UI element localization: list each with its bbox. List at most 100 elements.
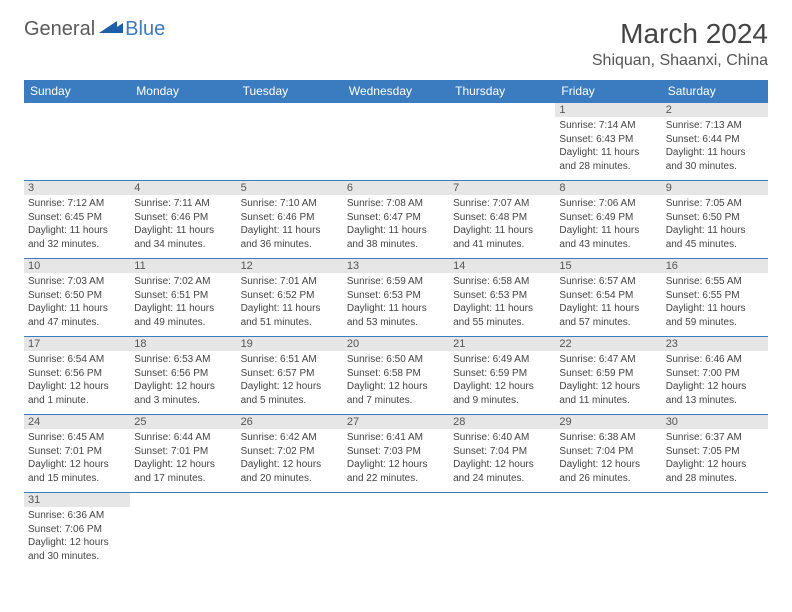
day-line: Sunrise: 6:44 AM [134,431,232,445]
day-line: Daylight: 12 hours [666,458,764,472]
day-detail: Sunrise: 6:53 AMSunset: 6:56 PMDaylight:… [130,351,236,409]
day-line: Sunrise: 6:55 AM [666,275,764,289]
day-line: and 28 minutes. [559,160,657,174]
calendar-day-cell: 15Sunrise: 6:57 AMSunset: 6:54 PMDayligh… [555,259,661,337]
calendar-table: SundayMondayTuesdayWednesdayThursdayFrid… [24,80,768,571]
calendar-day-cell [237,493,343,571]
day-detail: Sunrise: 6:47 AMSunset: 6:59 PMDaylight:… [555,351,661,409]
day-line: Sunset: 6:49 PM [559,211,657,225]
day-line: Sunset: 6:50 PM [28,289,126,303]
day-line: Sunset: 6:56 PM [28,367,126,381]
logo-flag-icon [99,19,123,40]
calendar-week-row: 24Sunrise: 6:45 AMSunset: 7:01 PMDayligh… [24,415,768,493]
day-line: Daylight: 11 hours [453,224,551,238]
day-detail: Sunrise: 6:59 AMSunset: 6:53 PMDaylight:… [343,273,449,331]
day-line: Daylight: 12 hours [134,380,232,394]
calendar-day-cell: 14Sunrise: 6:58 AMSunset: 6:53 PMDayligh… [449,259,555,337]
day-detail: Sunrise: 7:05 AMSunset: 6:50 PMDaylight:… [662,195,768,253]
day-line: Sunset: 7:04 PM [559,445,657,459]
day-detail: Sunrise: 6:49 AMSunset: 6:59 PMDaylight:… [449,351,555,409]
calendar-day-cell: 16Sunrise: 6:55 AMSunset: 6:55 PMDayligh… [662,259,768,337]
day-line: and 30 minutes. [666,160,764,174]
day-line: Sunrise: 6:45 AM [28,431,126,445]
day-line: Daylight: 11 hours [666,146,764,160]
calendar-day-cell: 13Sunrise: 6:59 AMSunset: 6:53 PMDayligh… [343,259,449,337]
day-line: Sunrise: 7:12 AM [28,197,126,211]
day-line: Daylight: 11 hours [347,302,445,316]
calendar-day-cell: 5Sunrise: 7:10 AMSunset: 6:46 PMDaylight… [237,181,343,259]
day-line: and 3 minutes. [134,394,232,408]
day-line: and 49 minutes. [134,316,232,330]
day-line: Sunset: 7:01 PM [28,445,126,459]
day-line: and 9 minutes. [453,394,551,408]
calendar-day-cell [237,103,343,181]
day-line: Daylight: 12 hours [28,380,126,394]
day-line: and 20 minutes. [241,472,339,486]
day-line: Sunrise: 6:57 AM [559,275,657,289]
calendar-day-cell: 19Sunrise: 6:51 AMSunset: 6:57 PMDayligh… [237,337,343,415]
day-line: Sunset: 6:46 PM [134,211,232,225]
day-line: and 59 minutes. [666,316,764,330]
day-number: 23 [662,337,768,351]
weekday-header: Monday [130,80,236,103]
day-line: Sunset: 6:54 PM [559,289,657,303]
weekday-header: Thursday [449,80,555,103]
day-line: Daylight: 11 hours [559,302,657,316]
day-line: Daylight: 12 hours [241,380,339,394]
calendar-day-cell: 26Sunrise: 6:42 AMSunset: 7:02 PMDayligh… [237,415,343,493]
day-line: Sunrise: 7:13 AM [666,119,764,133]
day-number: 6 [343,181,449,195]
day-line: Daylight: 12 hours [241,458,339,472]
month-title: March 2024 [592,18,768,50]
day-line: and 34 minutes. [134,238,232,252]
day-detail: Sunrise: 7:07 AMSunset: 6:48 PMDaylight:… [449,195,555,253]
day-line: Sunset: 6:45 PM [28,211,126,225]
day-number: 29 [555,415,661,429]
day-detail: Sunrise: 6:40 AMSunset: 7:04 PMDaylight:… [449,429,555,487]
weekday-header: Wednesday [343,80,449,103]
calendar-day-cell: 24Sunrise: 6:45 AMSunset: 7:01 PMDayligh… [24,415,130,493]
day-line: and 55 minutes. [453,316,551,330]
day-number: 11 [130,259,236,273]
day-line: Daylight: 12 hours [559,458,657,472]
day-line: and 22 minutes. [347,472,445,486]
page-header: General Blue March 2024 Shiquan, Shaanxi… [24,18,768,70]
day-line: and 45 minutes. [666,238,764,252]
day-line: Sunrise: 7:03 AM [28,275,126,289]
day-number: 21 [449,337,555,351]
calendar-day-cell: 18Sunrise: 6:53 AMSunset: 6:56 PMDayligh… [130,337,236,415]
day-detail: Sunrise: 6:45 AMSunset: 7:01 PMDaylight:… [24,429,130,487]
day-line: Daylight: 11 hours [347,224,445,238]
day-number: 22 [555,337,661,351]
logo-text-blue: Blue [125,18,165,41]
title-block: March 2024 Shiquan, Shaanxi, China [592,18,768,70]
calendar-day-cell [130,493,236,571]
calendar-week-row: 31Sunrise: 6:36 AMSunset: 7:06 PMDayligh… [24,493,768,571]
calendar-day-cell: 31Sunrise: 6:36 AMSunset: 7:06 PMDayligh… [24,493,130,571]
day-detail: Sunrise: 6:44 AMSunset: 7:01 PMDaylight:… [130,429,236,487]
day-detail: Sunrise: 6:55 AMSunset: 6:55 PMDaylight:… [662,273,768,331]
day-line: Sunset: 6:48 PM [453,211,551,225]
day-line: Sunset: 6:57 PM [241,367,339,381]
day-line: Daylight: 12 hours [453,380,551,394]
day-line: Sunset: 6:53 PM [453,289,551,303]
calendar-body: 1Sunrise: 7:14 AMSunset: 6:43 PMDaylight… [24,103,768,571]
day-line: Sunset: 6:43 PM [559,133,657,147]
day-line: Sunset: 6:44 PM [666,133,764,147]
day-line: and 11 minutes. [559,394,657,408]
day-line: Sunrise: 6:53 AM [134,353,232,367]
day-number: 17 [24,337,130,351]
day-line: Sunrise: 6:41 AM [347,431,445,445]
day-line: Sunset: 7:01 PM [134,445,232,459]
calendar-day-cell: 22Sunrise: 6:47 AMSunset: 6:59 PMDayligh… [555,337,661,415]
day-number: 1 [555,103,661,117]
day-line: Sunset: 7:02 PM [241,445,339,459]
calendar-day-cell: 30Sunrise: 6:37 AMSunset: 7:05 PMDayligh… [662,415,768,493]
calendar-day-cell: 4Sunrise: 7:11 AMSunset: 6:46 PMDaylight… [130,181,236,259]
calendar-day-cell: 11Sunrise: 7:02 AMSunset: 6:51 PMDayligh… [130,259,236,337]
day-line: and 43 minutes. [559,238,657,252]
calendar-day-cell: 3Sunrise: 7:12 AMSunset: 6:45 PMDaylight… [24,181,130,259]
calendar-day-cell: 7Sunrise: 7:07 AMSunset: 6:48 PMDaylight… [449,181,555,259]
day-number: 30 [662,415,768,429]
day-number: 20 [343,337,449,351]
